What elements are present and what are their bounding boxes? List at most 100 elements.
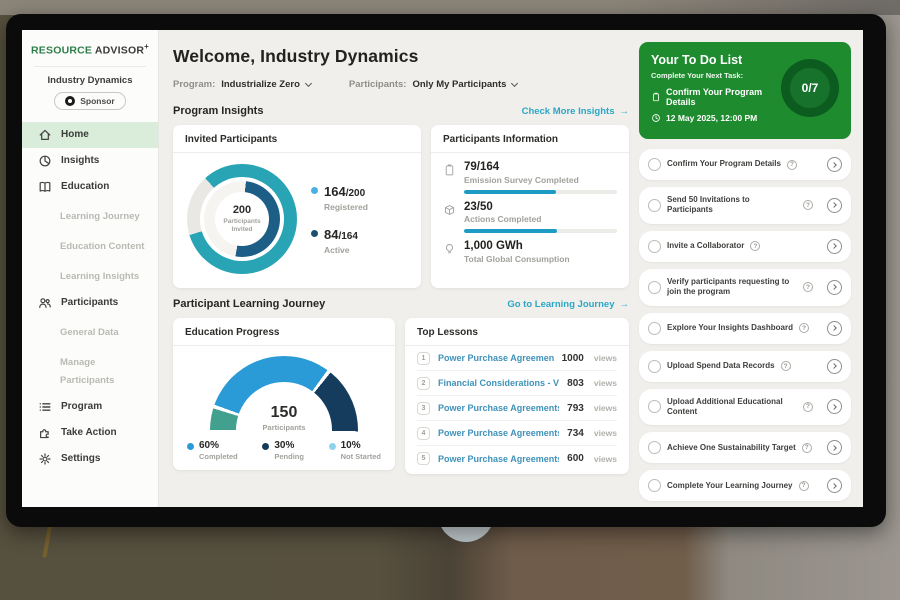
task-upload-educational-content[interactable]: Upload Additional Educational Content ? [639, 389, 851, 426]
todo-progress-count: 0/7 [790, 68, 830, 108]
participants-select[interactable]: Participants: Only My Participants [349, 79, 518, 90]
task-confirm-program-details[interactable]: Confirm Your Program Details ? [639, 149, 851, 180]
todo-panel: Your To Do List Complete Your Next Task:… [639, 42, 851, 139]
info-icon: ? [803, 282, 813, 292]
task-checkbox[interactable] [648, 240, 661, 253]
task-achieve-sustainability-target[interactable]: Achieve One Sustainability Target ? [639, 432, 851, 463]
task-checkbox[interactable] [648, 479, 661, 492]
info-icon: ? [799, 481, 809, 491]
main-content: Welcome, Industry Dynamics Program: Indu… [159, 30, 639, 507]
card-title: Education Progress [173, 318, 395, 346]
home-icon [38, 128, 52, 142]
filter-bar: Program: Industrialize Zero Participants… [173, 79, 629, 90]
dashboard-screen: RESOURCE ADVISOR+ Industry Dynamics Spon… [22, 30, 863, 507]
photo-background: RESOURCE ADVISOR+ Industry Dynamics Spon… [0, 0, 900, 600]
program-value: Industrialize Zero [221, 79, 300, 90]
sidebar-item-participants[interactable]: Participants [22, 290, 158, 316]
chevron-right-icon [831, 483, 837, 489]
task-upload-spend-data[interactable]: Upload Spend Data Records ? [639, 351, 851, 382]
chevron-right-button[interactable] [827, 359, 842, 374]
sidebar-item-education[interactable]: Education [22, 174, 158, 200]
link-label: Check More Insights [522, 106, 615, 117]
invited-participants-card: Invited Participants 200 Participants In… [173, 125, 421, 288]
program-label: Program: [173, 79, 215, 90]
task-checkbox[interactable] [648, 441, 661, 454]
chevron-right-button[interactable] [827, 440, 842, 455]
info-icon: ? [787, 160, 797, 170]
task-checkbox[interactable] [648, 400, 661, 413]
donut-legend: 164/200 Registered 84/164 Active [311, 183, 368, 255]
chevron-right-icon [831, 162, 837, 168]
legend-active: 84/164 Active [311, 226, 368, 255]
task-checkbox[interactable] [648, 322, 661, 335]
actions-progress-bar [464, 229, 617, 233]
program-select[interactable]: Program: Industrialize Zero [173, 79, 311, 90]
users-icon [38, 296, 52, 310]
gauge-legend: 60% Completed 30% Pending [183, 432, 385, 461]
task-verify-participants[interactable]: Verify participants requesting to join t… [639, 269, 851, 306]
chevron-right-button[interactable] [827, 157, 842, 172]
task-checkbox[interactable] [648, 360, 661, 373]
check-more-insights-link[interactable]: Check More Insights → [522, 106, 629, 117]
arrow-right-icon: → [620, 106, 630, 117]
page-title: Welcome, Industry Dynamics [173, 46, 629, 67]
info-icon: ? [803, 200, 813, 210]
background-top-strip [0, 0, 900, 15]
sidebar-item-home[interactable]: Home [22, 122, 158, 148]
chevron-right-button[interactable] [827, 280, 842, 295]
arrow-right-icon: → [620, 299, 630, 310]
sidebar-item-general-data[interactable]: General Data [22, 316, 158, 346]
sidebar-item-take-action[interactable]: Take Action [22, 420, 158, 446]
gauge-center-label: Participants [210, 423, 358, 432]
task-send-invitations[interactable]: Send 50 Invitations to Participants ? [639, 187, 851, 224]
sidebar-item-settings[interactable]: Settings [22, 446, 158, 472]
info-icon: ? [803, 402, 813, 412]
lesson-row-5[interactable]: 5 Power Purchase Agreements 103 600 view… [417, 446, 617, 471]
todo-progress-badge: 0/7 [781, 59, 839, 117]
todo-due-date: 12 May 2025, 12:00 PM [651, 113, 787, 123]
lesson-row-2[interactable]: 2 Financial Considerations - VPPAs 803 v… [417, 371, 617, 396]
invited-donut-chart: 200 Participants Invited [187, 164, 297, 274]
task-checkbox[interactable] [648, 158, 661, 171]
info-icon: ? [802, 443, 812, 453]
active-dot [311, 230, 318, 237]
sidebar-item-education-content[interactable]: Education Content [22, 230, 158, 260]
chevron-right-button[interactable] [827, 321, 842, 336]
link-label: Go to Learning Journey [507, 299, 614, 310]
sponsor-badge: Sponsor [54, 92, 126, 110]
sidebar-item-manage-participants[interactable]: Manage Participants [22, 346, 158, 394]
book-icon [38, 180, 52, 194]
task-explore-insights[interactable]: Explore Your Insights Dashboard ? [639, 313, 851, 344]
chevron-right-icon [831, 325, 837, 331]
legend-registered: 164/200 Registered [311, 183, 368, 212]
not-started-dot [329, 443, 336, 450]
card-title: Invited Participants [173, 125, 421, 153]
gauge-center-value: 150 [210, 405, 358, 421]
chevron-right-icon [831, 284, 837, 290]
sidebar: RESOURCE ADVISOR+ Industry Dynamics Spon… [22, 30, 159, 507]
chevron-right-button[interactable] [827, 239, 842, 254]
go-to-learning-journey-link[interactable]: Go to Learning Journey → [507, 299, 629, 310]
task-checkbox[interactable] [648, 199, 661, 212]
task-invite-collaborator[interactable]: Invite a Collaborator ? [639, 231, 851, 262]
chevron-right-button[interactable] [827, 399, 842, 414]
sidebar-item-learning-insights[interactable]: Learning Insights [22, 260, 158, 290]
gear-icon [38, 452, 52, 466]
sidebar-item-learning-journey[interactable]: Learning Journey [22, 200, 158, 230]
sidebar-item-program[interactable]: Program [22, 394, 158, 420]
sidebar-item-insights[interactable]: Insights [22, 148, 158, 174]
puzzle-icon [38, 426, 52, 440]
chevron-right-button[interactable] [827, 478, 842, 493]
task-checkbox[interactable] [648, 281, 661, 294]
lesson-row-4[interactable]: 4 Power Purchase Agreements 102 734 view… [417, 421, 617, 446]
education-gauge-chart: 150 Participants [210, 356, 358, 432]
lesson-row-3[interactable]: 3 Power Purchase Agreements 101 793 view… [417, 396, 617, 421]
lesson-row-1[interactable]: 1 Power Purchase Agreements 101 1000 vie… [417, 346, 617, 371]
registered-dot [311, 187, 318, 194]
org-name: Industry Dynamics [22, 75, 158, 86]
task-complete-learning-journey[interactable]: Complete Your Learning Journey ? [639, 470, 851, 501]
insights-cards-row: Invited Participants 200 Participants In… [173, 125, 629, 288]
learning-cards-row: Education Progress 150 Participants [173, 318, 629, 474]
chevron-right-button[interactable] [827, 198, 842, 213]
divider [34, 66, 146, 67]
